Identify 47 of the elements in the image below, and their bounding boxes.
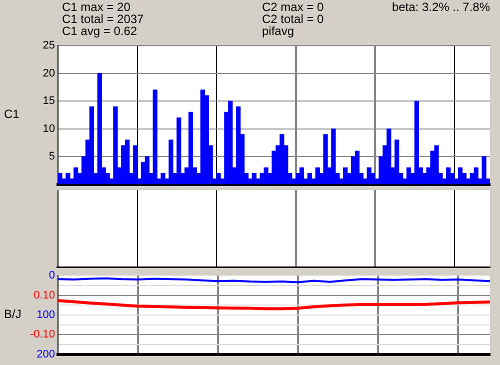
- bar: [386, 128, 392, 184]
- bar: [236, 106, 241, 184]
- bar: [482, 156, 486, 184]
- text: C1 max = 20: [62, 0, 130, 14]
- bar: [216, 172, 221, 184]
- text: pifavg: [262, 24, 294, 38]
- y-tick-label: 25: [42, 40, 55, 52]
- bar: [125, 140, 130, 184]
- bar: [113, 106, 118, 184]
- text: C2 total = 0: [262, 12, 324, 26]
- y2-tick-label: 200: [36, 348, 55, 360]
- bar: [331, 128, 336, 184]
- y-axis-title: B/J: [4, 307, 22, 321]
- bar: [252, 172, 256, 184]
- text: beta: 3.2% .. 7.8%: [392, 0, 490, 14]
- bar: [414, 100, 419, 184]
- text: C1 total = 2037: [62, 12, 144, 26]
- bar: [188, 112, 194, 184]
- y-axis-title: C1: [4, 107, 20, 121]
- bar: [354, 150, 360, 184]
- bar: [89, 106, 94, 184]
- text: C2 max = 0: [262, 0, 324, 14]
- y-tick-label: 5: [48, 150, 55, 163]
- bar: [152, 90, 158, 184]
- bar: [299, 167, 304, 184]
- text: C1 avg = 0.62: [62, 24, 138, 38]
- bar: [474, 167, 478, 184]
- y-tick-label: 10: [42, 122, 55, 135]
- y-tick-label: 0.10: [34, 289, 55, 302]
- bar: [434, 145, 439, 184]
- bar: [58, 172, 62, 184]
- y-tick-label: -0.10: [30, 328, 55, 341]
- bar: [228, 100, 233, 184]
- y-tick-label: 20: [42, 67, 55, 80]
- y2-tick-label: 0: [48, 270, 55, 282]
- bar: [66, 172, 70, 184]
- y-tick-label: 15: [42, 95, 55, 108]
- bar: [394, 140, 400, 184]
- bar: [176, 117, 182, 184]
- bar: [97, 73, 102, 184]
- bar: [323, 134, 328, 184]
- bar: [144, 156, 150, 184]
- bar: [160, 172, 166, 184]
- bar: [307, 172, 312, 184]
- y2-tick-label: 100: [36, 309, 55, 322]
- bar: [132, 145, 138, 184]
- bar: [168, 140, 174, 184]
